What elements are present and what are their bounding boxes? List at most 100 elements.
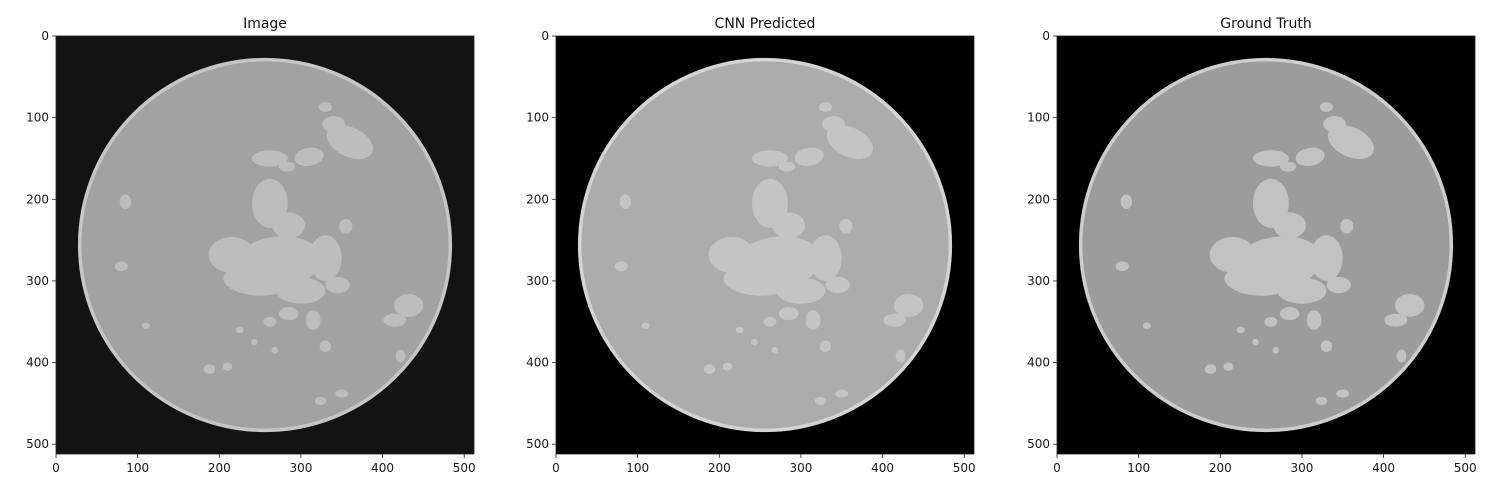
bright-region: [1306, 310, 1322, 330]
bright-region: [778, 307, 799, 321]
bright-region: [272, 212, 306, 239]
bright-region: [1223, 362, 1234, 371]
bright-region: [309, 235, 342, 281]
bright-region: [893, 293, 924, 317]
bright-region: [1340, 218, 1354, 234]
bright-region: [1142, 322, 1151, 330]
x-tick-label: 500: [1454, 461, 1477, 475]
y-tick-label: 400: [526, 356, 549, 370]
image-content: [1078, 57, 1454, 433]
bright-region: [835, 389, 849, 398]
y-tick-label: 500: [26, 437, 49, 451]
bright-region: [1209, 236, 1256, 273]
bright-region: [1323, 116, 1347, 133]
y-tick-label: 500: [526, 437, 549, 451]
x-tick-label: 100: [1127, 461, 1150, 475]
bright-region: [825, 276, 850, 294]
y-tick-label: 400: [26, 356, 49, 370]
x-tick-label: 100: [626, 461, 649, 475]
bright-region: [1336, 389, 1350, 398]
x-tick-label: 300: [289, 461, 312, 475]
bright-region: [271, 347, 279, 354]
x-tick-label: 400: [371, 461, 394, 475]
bright-region: [325, 276, 350, 294]
bright-region: [278, 307, 299, 321]
bright-region: [722, 362, 733, 371]
y-tick-label: 400: [1027, 356, 1050, 370]
bright-region: [826, 125, 873, 160]
y-tick-label: 200: [1027, 192, 1050, 206]
bright-region: [895, 349, 906, 363]
y-tick-label: 300: [26, 274, 49, 288]
bright-region: [1326, 276, 1351, 294]
bright-region: [141, 322, 150, 330]
bright-region: [772, 212, 806, 239]
bright-region: [735, 326, 744, 334]
bright-region: [1327, 125, 1374, 160]
bright-region: [318, 102, 332, 112]
bright-region: [1277, 277, 1327, 304]
y-tick-label: 500: [1027, 437, 1050, 451]
y-tick-label: 100: [526, 111, 549, 125]
x-tick-label: 200: [1209, 461, 1232, 475]
bright-region: [723, 266, 789, 296]
y-tick-label: 200: [526, 192, 549, 206]
bright-region: [1236, 326, 1245, 334]
bright-region: [294, 147, 324, 167]
y-tick-label: 0: [541, 29, 549, 43]
bright-region: [818, 102, 832, 112]
bright-region: [235, 326, 244, 334]
y-tick-label: 0: [41, 29, 49, 43]
bright-region: [278, 161, 296, 172]
axes-frame: [55, 35, 475, 455]
panel-title: CNN Predicted: [715, 16, 816, 32]
bright-region: [763, 316, 777, 327]
y-tick-label: 300: [1027, 274, 1050, 288]
bright-region: [1310, 235, 1343, 281]
bright-region: [822, 116, 846, 133]
bright-region: [1264, 316, 1278, 327]
x-tick-label: 200: [208, 461, 231, 475]
bright-region: [1120, 194, 1133, 210]
bright-region: [326, 125, 373, 160]
x-tick-label: 500: [453, 461, 476, 475]
bright-region: [778, 161, 796, 172]
bright-region: [263, 316, 277, 327]
x-tick-label: 300: [1290, 461, 1313, 475]
bright-region: [114, 261, 128, 272]
y-tick-label: 300: [526, 274, 549, 288]
x-tick-label: 400: [871, 461, 894, 475]
bright-region: [751, 338, 758, 346]
bright-region: [319, 340, 332, 352]
bright-region: [251, 338, 258, 346]
bright-region: [751, 150, 788, 167]
x-tick-label: 400: [1372, 461, 1395, 475]
panel-title: Image: [243, 16, 287, 32]
x-tick-label: 500: [953, 461, 976, 475]
bright-region: [883, 313, 907, 327]
bright-regions: [1115, 102, 1425, 406]
bright-region: [1272, 347, 1280, 354]
bright-region: [276, 277, 326, 304]
bright-region: [619, 194, 632, 210]
bright-region: [771, 347, 779, 354]
y-tick-label: 100: [26, 111, 49, 125]
bright-region: [305, 310, 321, 330]
bright-region: [809, 235, 842, 281]
bright-region: [203, 364, 216, 374]
axes-frame: [555, 35, 975, 455]
bright-region: [1115, 261, 1129, 272]
bright-region: [222, 362, 233, 371]
bright-region: [1319, 102, 1333, 112]
bright-region: [708, 236, 755, 273]
bright-region: [1384, 313, 1408, 327]
bright-region: [1396, 349, 1407, 363]
x-tick-label: 0: [552, 461, 560, 475]
bright-region: [641, 322, 650, 330]
y-tick-label: 100: [1027, 111, 1050, 125]
bright-region: [814, 396, 827, 406]
bright-region: [776, 277, 826, 304]
